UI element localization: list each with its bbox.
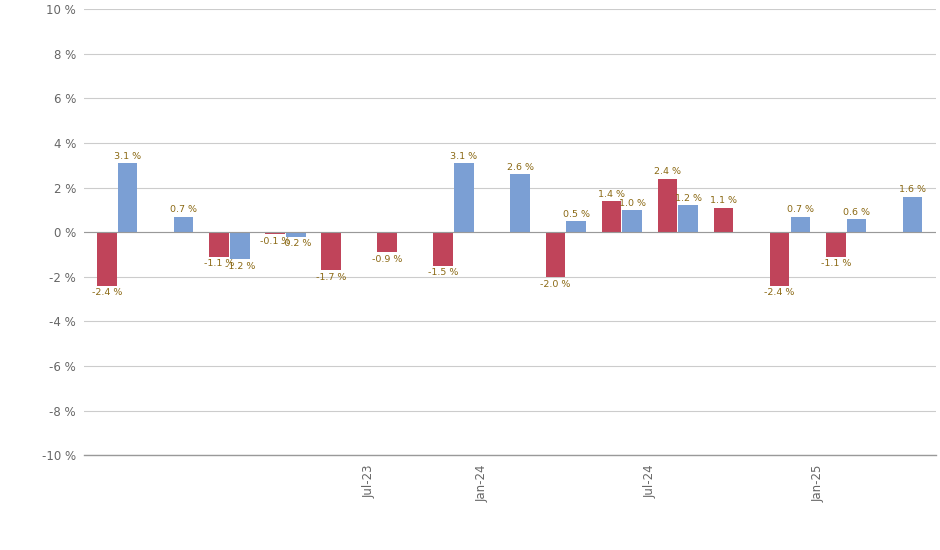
Bar (826, 232, 846, 257)
Text: -1.2 %: -1.2 % (225, 262, 255, 271)
Text: -2.4 %: -2.4 % (91, 288, 122, 298)
Bar (510, 174, 530, 232)
Text: 0.7 %: 0.7 % (170, 205, 197, 214)
Bar (230, 232, 249, 259)
Bar (118, 163, 137, 232)
Bar (174, 217, 194, 232)
Bar (321, 232, 341, 270)
Text: 1.6 %: 1.6 % (899, 185, 926, 194)
Text: -2.4 %: -2.4 % (764, 288, 795, 298)
Text: 0.6 %: 0.6 % (843, 207, 870, 217)
Bar (566, 221, 586, 232)
Bar (545, 232, 565, 277)
Bar (209, 232, 228, 257)
Bar (265, 232, 285, 234)
Bar (97, 232, 117, 286)
Text: 1.1 %: 1.1 % (710, 196, 737, 206)
Bar (658, 179, 678, 232)
Bar (713, 208, 733, 232)
Bar (622, 210, 642, 232)
Text: 3.1 %: 3.1 % (114, 152, 141, 161)
Bar (454, 163, 474, 232)
Text: 2.6 %: 2.6 % (507, 163, 534, 172)
Text: 3.1 %: 3.1 % (450, 152, 478, 161)
Bar (791, 217, 810, 232)
Bar (286, 232, 306, 236)
Text: 0.7 %: 0.7 % (787, 205, 814, 214)
Text: 1.2 %: 1.2 % (675, 194, 702, 204)
Text: -1.5 %: -1.5 % (428, 268, 459, 277)
Text: 1.4 %: 1.4 % (598, 190, 625, 199)
Text: 1.0 %: 1.0 % (619, 199, 646, 208)
Text: 0.5 %: 0.5 % (563, 210, 589, 219)
Bar (433, 232, 453, 266)
Text: -2.0 %: -2.0 % (540, 279, 571, 289)
Text: -1.7 %: -1.7 % (316, 273, 346, 282)
Bar (679, 206, 698, 232)
Bar (377, 232, 397, 252)
Text: -0.2 %: -0.2 % (280, 239, 311, 249)
Text: -0.9 %: -0.9 % (372, 255, 402, 264)
Bar (602, 201, 621, 232)
Bar (902, 196, 922, 232)
Text: -0.1 %: -0.1 % (259, 237, 290, 246)
Text: -1.1 %: -1.1 % (821, 260, 851, 268)
Bar (770, 232, 790, 286)
Text: 2.4 %: 2.4 % (654, 167, 681, 177)
Bar (847, 219, 867, 232)
Text: -1.1 %: -1.1 % (204, 260, 234, 268)
